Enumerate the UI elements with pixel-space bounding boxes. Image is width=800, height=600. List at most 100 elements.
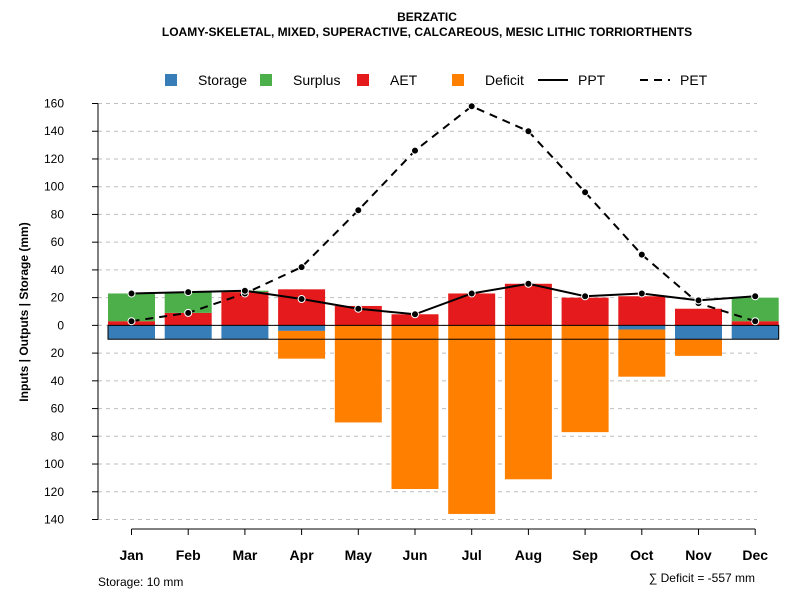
y-tick-label: 120 [44,485,64,499]
legend-deficit-swatch [452,74,464,86]
ppt-point [581,292,590,301]
bars [107,283,780,514]
ppt-point [127,289,136,298]
storage-bar [618,325,666,330]
legend: Storage Surplus AET Deficit PPT PET [165,72,708,88]
x-tick-label-may: May [345,547,372,563]
storage-note: Storage: 10 mm [98,575,183,589]
ppt-point [411,310,419,319]
x-tick-label-mar: Mar [232,547,257,563]
deficit-bar [618,329,666,377]
ppt-point [694,296,703,305]
ppt-point [524,279,533,288]
pet-point [297,263,306,272]
pet-point [637,250,646,259]
y-tick-label: 140 [44,124,64,138]
pet-point [184,308,193,317]
ppt-point [297,295,306,304]
pet-point [581,188,590,197]
storage-bar [278,325,326,331]
x-tick-label-jul: Jul [462,547,482,563]
storage-capacity-outline [107,324,780,340]
ppt-point [751,292,760,301]
ppt-point [467,289,476,298]
ppt-point [240,286,249,295]
aet-bar [618,296,666,326]
ppt-line [131,282,756,316]
y-tick-label: 80 [51,207,65,221]
legend-aet-swatch [357,74,369,86]
pet-point [127,317,136,326]
y-tick-label: 140 [44,513,64,527]
pet-point [411,146,419,155]
aet-bar [164,312,212,326]
surplus-bar [731,297,779,322]
deficit-note: ∑ Deficit = -557 mm [649,571,755,585]
deficit-bar [504,325,552,480]
x-tick-label-apr: Apr [290,547,315,563]
storage-bar [221,325,269,340]
storage-bar [108,325,155,340]
deficit-bar [278,330,326,359]
aet-bar [278,289,326,326]
aet-bar [391,314,439,326]
deficit-bar [561,325,609,433]
surplus-bar [108,293,155,322]
storage-bar [164,325,212,340]
storage-bar [731,325,779,340]
lines [127,102,760,326]
y-tick-label: 20 [51,346,65,360]
surplus-bar [164,292,212,313]
y-tick-label: 120 [44,152,64,166]
x-tick-label-oct: Oct [630,547,654,563]
x-tick-label-jan: Jan [119,547,143,563]
legend-pet-label: PET [680,72,708,88]
pet-point [524,127,533,136]
ppt-point [184,288,193,297]
pet-point [467,102,476,111]
x-tick-label-feb: Feb [176,547,201,563]
y-tick-label: 100 [44,457,64,471]
aet-bar [675,308,722,326]
legend-aet-label: AET [390,72,418,88]
legend-storage-label: Storage [198,72,247,88]
x-tick-label-aug: Aug [515,547,542,563]
axes: 160 140 120 100 80 60 40 20 0 20 40 60 80 100 120 140 Ja… [44,97,768,564]
legend-storage-swatch [165,74,177,86]
y-tick-label: 100 [44,180,64,194]
aet-bar [221,292,269,326]
legend-surplus-label: Surplus [293,72,340,88]
y-tick-label: 40 [51,263,65,277]
y-tick-label: 0 [57,318,64,332]
x-tick-label-jun: Jun [403,547,428,563]
deficit-bar [675,339,722,356]
x-tick-label-sep: Sep [572,547,598,563]
deficit-bar [391,325,439,489]
pet-point [751,317,760,326]
chart-title: BERZATIC [397,10,457,24]
pet-point [354,206,363,215]
pet-line [131,105,756,323]
ppt-point [637,289,646,298]
y-tick-label: 60 [51,402,65,416]
x-tick-label-dec: Dec [742,547,768,563]
y-tick-label: 20 [51,291,65,305]
x-tick-label-nov: Nov [685,547,712,563]
chart-subtitle: LOAMY-SKELETAL, MIXED, SUPERACTIVE, CALC… [162,25,692,39]
legend-ppt-label: PPT [578,72,606,88]
y-tick-label: 60 [51,235,65,249]
legend-surplus-swatch [260,74,272,86]
deficit-bar [448,325,496,514]
ppt-point [354,304,363,313]
deficit-bar [334,325,382,423]
aet-bar [448,293,496,326]
aet-bar [561,297,609,326]
legend-deficit-label: Deficit [485,72,524,88]
aet-bar [504,283,552,326]
y-tick-label: 160 [44,97,64,111]
y-tick-label: 40 [51,374,65,388]
y-tick-label: 80 [51,429,65,443]
storage-bar [675,325,722,340]
y-axis-label: Inputs | Outputs | Storage (mm) [17,222,31,401]
